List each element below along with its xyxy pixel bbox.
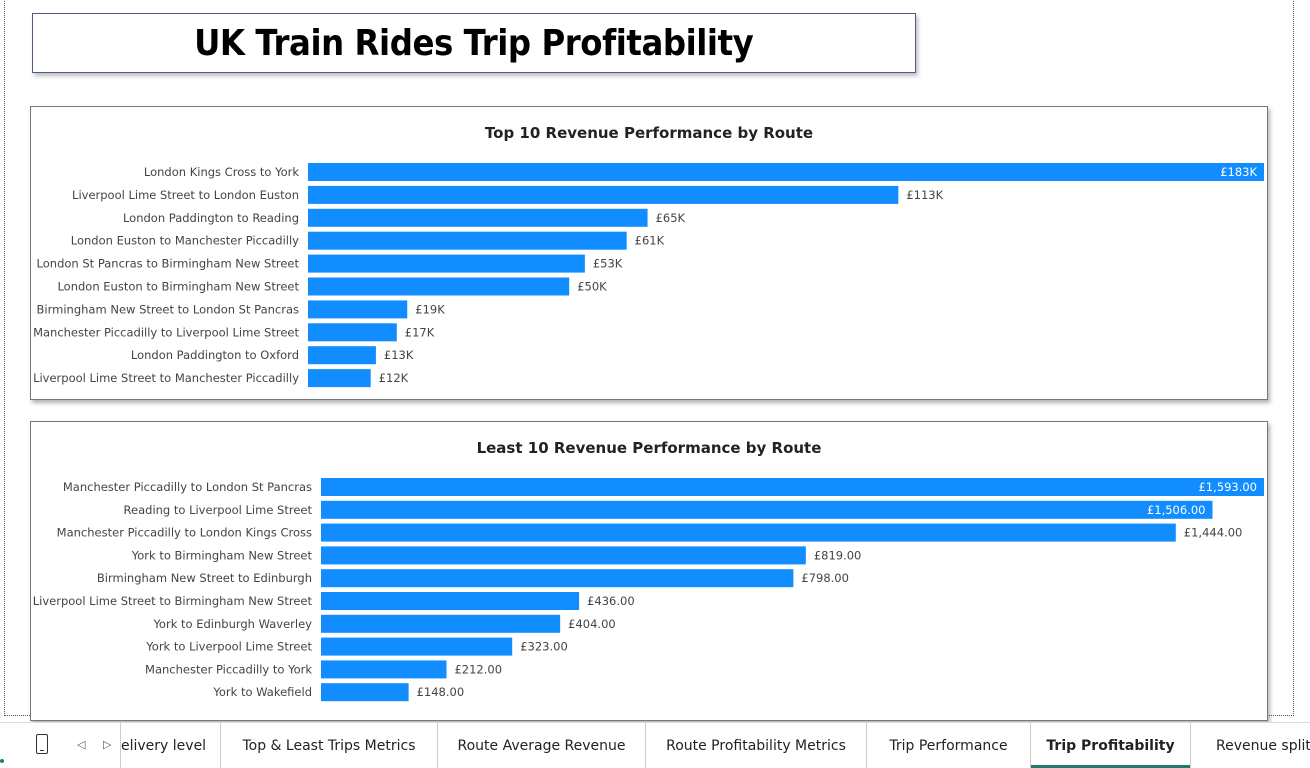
bar[interactable] — [308, 254, 585, 273]
category-label: London St Pancras to Birmingham New Stre… — [37, 257, 300, 271]
tab-trip-performance[interactable]: Trip Performance — [867, 723, 1031, 768]
tab-navigation: ◁ ▷ — [0, 723, 120, 768]
category-label: Liverpool Lime Street to London Euston — [72, 188, 299, 202]
bar[interactable] — [308, 369, 371, 388]
tab-revenue-split[interactable]: Revenue split — [1191, 723, 1310, 768]
category-label: London Paddington to Oxford — [131, 348, 299, 362]
category-label: Manchester Piccadilly to London Kings Cr… — [57, 526, 312, 540]
category-label: London Kings Cross to York — [144, 165, 299, 179]
data-label: £212.00 — [454, 662, 502, 676]
tab-label: Route Profitability Metrics — [666, 737, 846, 754]
bar[interactable] — [308, 163, 1264, 181]
status-dot — [0, 759, 4, 763]
tab-route-average-revenue[interactable]: Route Average Revenue — [438, 723, 646, 768]
next-page-icon[interactable]: ▷ — [103, 738, 112, 751]
data-label: £113K — [906, 188, 943, 202]
category-label: London Euston to Manchester Piccadilly — [71, 234, 299, 248]
bar[interactable] — [308, 231, 627, 250]
category-label: London Euston to Birmingham New Street — [57, 280, 299, 294]
bar[interactable] — [308, 323, 397, 342]
tab-route-profitability-metrics[interactable]: Route Profitability Metrics — [646, 723, 867, 768]
tab-label: Trip Profitability — [1046, 737, 1175, 754]
tab-label: Top & Least Trips Metrics — [242, 737, 416, 754]
data-label: £50K — [577, 280, 607, 294]
category-label: Liverpool Lime Street to Birmingham New … — [33, 594, 313, 608]
bar[interactable] — [321, 660, 447, 679]
data-label: £61K — [635, 234, 665, 248]
tab-label: Revenue split — [1216, 737, 1310, 754]
data-label: £17K — [405, 325, 435, 339]
data-label: £1,444.00 — [1184, 526, 1243, 540]
data-label: £13K — [384, 348, 414, 362]
category-label: London Paddington to Reading — [123, 211, 299, 225]
category-label: Manchester Piccadilly to London St Pancr… — [63, 480, 312, 494]
category-label: Birmingham New Street to Edinburgh — [97, 571, 312, 585]
category-label: Reading to Liverpool Lime Street — [124, 503, 313, 517]
prev-page-icon[interactable]: ◁ — [77, 738, 86, 751]
category-label: York to Birmingham New Street — [131, 548, 313, 562]
bar[interactable] — [321, 683, 409, 702]
category-label: Birmingham New Street to London St Pancr… — [37, 302, 299, 316]
page-tab-bar: ◁ ▷ elivery level Top & Least Trips Metr… — [0, 722, 1310, 768]
bar[interactable] — [321, 614, 561, 633]
data-label: £65K — [656, 211, 686, 225]
data-label: £148.00 — [417, 685, 465, 699]
data-label: £1,593.00 — [1198, 480, 1257, 494]
category-label: York to Liverpool Lime Street — [145, 640, 312, 654]
data-label: £19K — [415, 302, 445, 316]
category-label: York to Wakefield — [212, 685, 312, 699]
data-label: £12K — [379, 371, 409, 385]
bar[interactable] — [308, 185, 899, 204]
data-label: £798.00 — [801, 571, 849, 585]
category-label: Manchester Piccadilly to Liverpool Lime … — [33, 325, 299, 339]
category-label: Liverpool Lime Street to Manchester Picc… — [33, 371, 299, 385]
data-label: £1,506.00 — [1147, 503, 1206, 517]
tab-label: Route Average Revenue — [457, 737, 626, 754]
bar[interactable] — [321, 523, 1176, 542]
category-label: Manchester Piccadilly to York — [145, 662, 312, 676]
tab-trip-profitability[interactable]: Trip Profitability — [1031, 723, 1191, 768]
page-title-box: UK Train Rides Trip Profitability — [32, 13, 916, 73]
bar[interactable] — [308, 346, 376, 365]
bar[interactable] — [321, 637, 513, 656]
chart-title: Least 10 Revenue Performance by Route — [476, 439, 822, 457]
tab-label: Trip Performance — [889, 737, 1008, 754]
top-10-bar-plot: London Kings Cross to York £183K Liverpool… — [33, 163, 1264, 388]
bar[interactable] — [321, 546, 806, 565]
bar[interactable] — [308, 300, 408, 319]
bar[interactable] — [321, 592, 580, 610]
data-label: £183K — [1220, 165, 1257, 179]
category-label: York to Edinburgh Waverley — [152, 617, 312, 631]
mobile-layout-icon[interactable] — [36, 734, 48, 754]
data-label: £53K — [593, 257, 623, 271]
top-10-revenue-chart[interactable]: Top 10 Revenue Performance by Route Lond… — [30, 106, 1268, 400]
page-title: UK Train Rides Trip Profitability — [194, 22, 754, 64]
bar[interactable] — [321, 500, 1213, 519]
page-tabs: elivery level Top & Least Trips Metrics … — [120, 723, 1310, 768]
bar[interactable] — [321, 569, 794, 588]
tab-top-least-trips-metrics[interactable]: Top & Least Trips Metrics — [221, 723, 438, 768]
bar[interactable] — [308, 277, 570, 296]
data-label: £819.00 — [814, 548, 862, 562]
bar[interactable] — [321, 478, 1264, 496]
bar[interactable] — [308, 208, 648, 227]
tab-label: elivery level — [121, 737, 207, 754]
data-label: £436.00 — [587, 594, 635, 608]
least-10-revenue-chart[interactable]: Least 10 Revenue Performance by Route Ma… — [30, 421, 1268, 721]
chart-title: Top 10 Revenue Performance by Route — [484, 124, 814, 142]
least-10-bar-plot: Manchester Piccadilly to London St Pancr… — [33, 478, 1264, 702]
data-label: £323.00 — [520, 640, 568, 654]
tab-delivery-level[interactable]: elivery level — [121, 723, 221, 768]
data-label: £404.00 — [568, 617, 616, 631]
